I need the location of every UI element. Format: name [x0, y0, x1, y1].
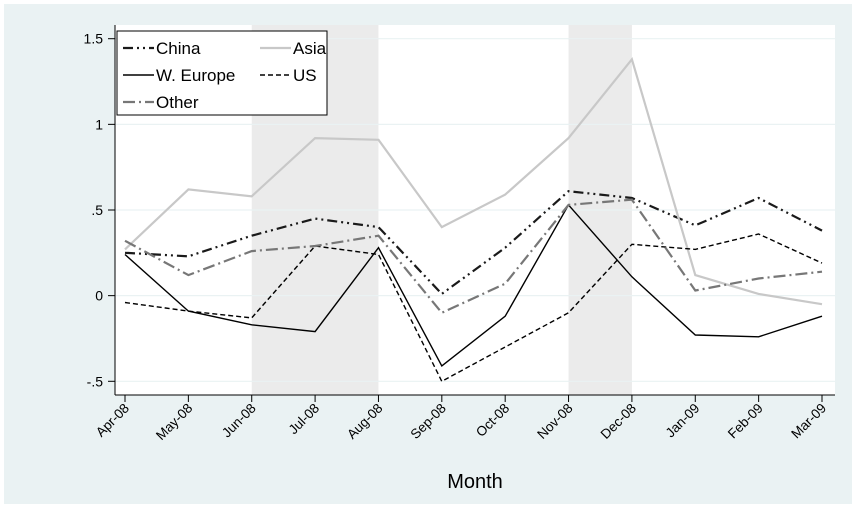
legend-label: Other — [156, 93, 199, 112]
series-line-other — [124, 198, 823, 315]
series-line-w-europe — [124, 203, 823, 367]
legend-label: W. Europe — [156, 66, 235, 85]
y-tick-label: -.5 — [87, 373, 104, 389]
series-line-us — [124, 233, 823, 383]
x-axis-label: Month — [447, 471, 503, 493]
series-line-china — [124, 190, 823, 296]
legend: China Asia W. Europe US Other — [116, 30, 328, 116]
y-tick-label: 0 — [95, 288, 103, 304]
legend-label: US — [293, 66, 317, 85]
y-tick-label: 1 — [95, 116, 103, 132]
series-line-asia — [124, 56, 823, 306]
legend-label: Asia — [293, 39, 327, 58]
y-ticks: -.5 0 .5 1 1.5 — [84, 31, 115, 389]
y-tick-label: .5 — [91, 202, 103, 218]
series-lines — [124, 56, 823, 383]
y-tick-label: 1.5 — [84, 31, 104, 47]
legend-label: China — [156, 39, 201, 58]
